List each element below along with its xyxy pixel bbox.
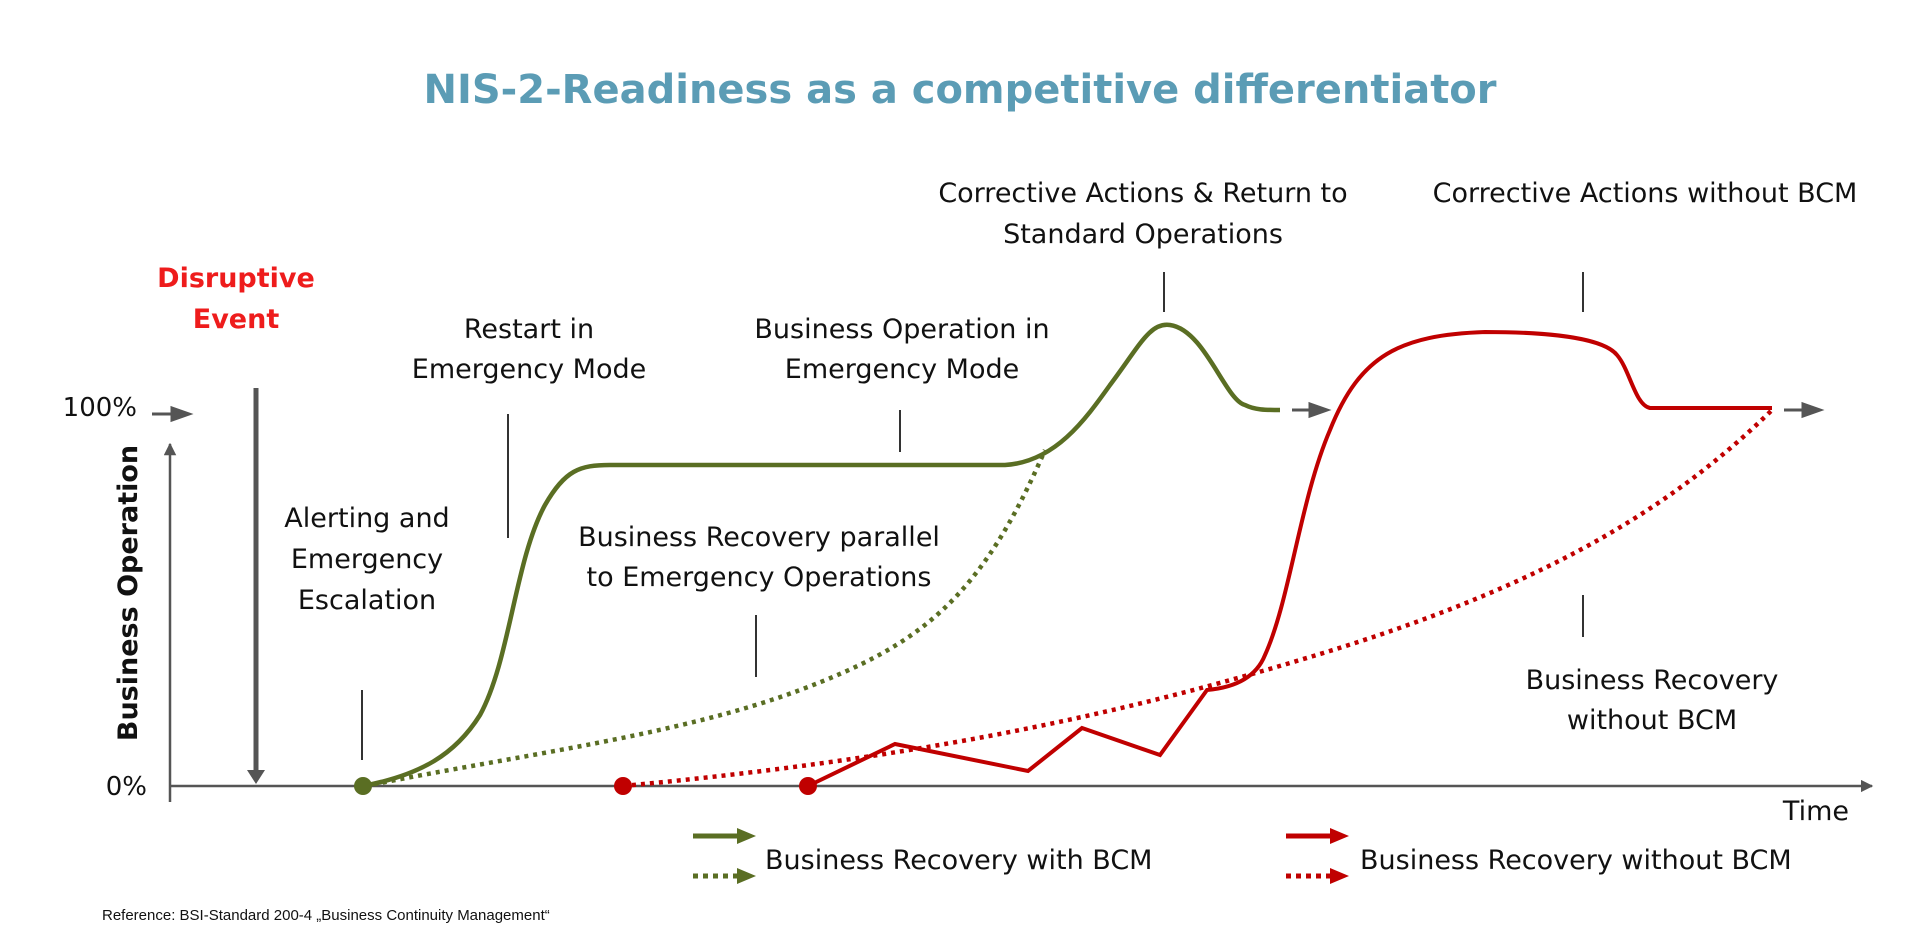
alerting-label-2: Emergency — [291, 544, 443, 575]
disruptive-event-label: Disruptive — [157, 263, 315, 294]
annotation-ticks — [361, 272, 1584, 760]
legend-green-dotted-arrow — [693, 868, 756, 884]
recovery-parallel-label-2: to Emergency Operations — [587, 562, 932, 593]
y-tick-100: 100% — [63, 393, 137, 423]
reference-note: Reference: BSI-Standard 200-4 „Business … — [102, 907, 550, 924]
legend-red-dotted-arrow — [1286, 868, 1349, 884]
axes — [163, 442, 1874, 802]
legend-green-solid-arrow — [693, 828, 756, 844]
restart-label-2: Emergency Mode — [412, 354, 646, 385]
disruptive-event-arrow — [247, 388, 265, 784]
red-recovery-curve — [807, 329, 1772, 788]
green-end-arrow — [1292, 401, 1332, 419]
level-100-arrow — [152, 405, 194, 423]
x-axis-label: Time — [1782, 796, 1849, 827]
red-dot-1 — [614, 777, 632, 795]
y-tick-0: 0% — [106, 772, 147, 802]
legend-without-bcm: Business Recovery without BCM — [1360, 845, 1792, 876]
legend: Business Recovery with BCM Business Reco… — [693, 828, 1792, 884]
corrective-with-label: Corrective Actions & Return to — [938, 178, 1347, 209]
red-dot-2 — [799, 777, 817, 795]
business-op-label: Business Operation in — [754, 314, 1049, 345]
red-end-arrow — [1784, 401, 1825, 419]
corrective-without-label: Corrective Actions without BCM — [1433, 178, 1858, 209]
legend-with-bcm: Business Recovery with BCM — [765, 845, 1152, 876]
alerting-label: Alerting and — [284, 503, 449, 534]
disruptive-event-label-2: Event — [193, 304, 280, 335]
page-title: NIS-2-Readiness as a competitive differe… — [423, 67, 1496, 113]
green-recovery-curve — [362, 322, 1281, 789]
green-start-dot — [354, 777, 372, 795]
recovery-parallel-label: Business Recovery parallel — [578, 522, 940, 553]
legend-red-solid-arrow — [1286, 828, 1349, 844]
business-op-label-2: Emergency Mode — [785, 354, 1019, 385]
recovery-without-label: Business Recovery — [1526, 665, 1779, 696]
red-dotted-curve — [622, 408, 1774, 789]
restart-label: Restart in — [464, 314, 594, 345]
alerting-label-3: Escalation — [298, 585, 436, 616]
corrective-with-label-2: Standard Operations — [1003, 219, 1283, 250]
recovery-without-label-2: without BCM — [1567, 705, 1737, 736]
y-axis-label: Business Operation — [113, 445, 144, 741]
